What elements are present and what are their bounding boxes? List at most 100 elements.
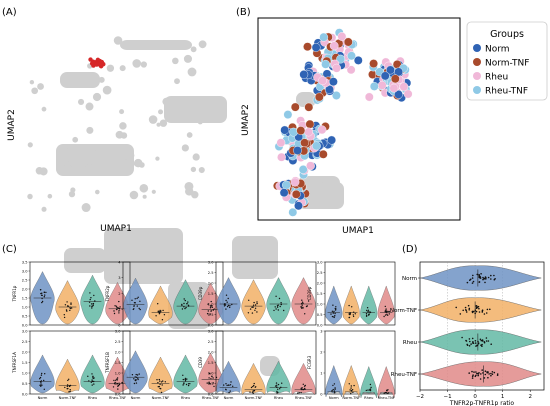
violin-point	[115, 308, 118, 311]
violin-point	[39, 378, 41, 380]
violin-point	[254, 386, 256, 388]
violin-point	[275, 308, 277, 310]
panel-d-point	[476, 273, 479, 276]
violin-point	[161, 319, 164, 321]
panel-d-point	[474, 309, 477, 312]
violin-ytick-label: 0.5	[22, 314, 28, 318]
violin-ytick-label: 0.5	[317, 313, 323, 317]
umap-a-point	[183, 54, 193, 63]
umap-a-highlight-point	[97, 61, 103, 66]
violin-point	[350, 389, 353, 392]
violin-point	[91, 307, 93, 309]
umap-b-point	[291, 189, 301, 199]
violin-point	[352, 391, 354, 393]
violin-ytick-label: 0.5	[22, 382, 28, 386]
umap-a-point	[155, 156, 160, 161]
violin-point	[157, 310, 159, 312]
violin-point	[253, 301, 255, 304]
panel-b-ylabel: UMAP2	[241, 104, 251, 136]
violin-xtick-label: Rheu	[364, 396, 373, 400]
panel-d-violin-Norm-TNF	[419, 297, 542, 323]
umap-a-point	[190, 46, 197, 53]
umap-b-point	[336, 54, 345, 64]
umap-a-point	[162, 97, 171, 106]
umap-b-point	[390, 74, 400, 84]
panel-d-point	[481, 369, 484, 371]
violin-point	[41, 300, 44, 303]
violin-ytick-label: 1.5	[208, 292, 214, 296]
violin-ytick-label: 3.0	[22, 269, 28, 273]
panel-d-point	[481, 343, 483, 346]
violin-point	[349, 312, 351, 314]
umap-a-point	[148, 115, 158, 124]
violin-point	[70, 302, 72, 304]
violin-Norm-TNF	[148, 356, 173, 394]
umap-b-point	[394, 90, 403, 99]
violin-Norm	[325, 285, 343, 325]
panel-d-point	[490, 278, 492, 280]
umap-a-point	[113, 36, 123, 45]
violin-point	[116, 377, 119, 379]
panel-d-point	[485, 340, 488, 342]
violin-point	[349, 389, 351, 391]
violin-point	[253, 382, 255, 385]
violin-point	[250, 386, 253, 389]
panel-d-point	[466, 281, 469, 284]
violin-point	[227, 384, 230, 386]
violin-point	[135, 379, 137, 382]
violin-point	[303, 385, 306, 387]
umap-b-point	[314, 92, 324, 102]
panel-d-point	[476, 306, 478, 309]
legend-label-1: Norm-TNF	[485, 59, 529, 69]
violin-point	[277, 388, 279, 390]
umap-a-point	[27, 193, 33, 200]
umap-b-point	[343, 37, 353, 47]
violin-point	[66, 385, 69, 388]
violin-point	[301, 304, 303, 306]
violin-point	[276, 390, 278, 393]
violin-point	[64, 386, 66, 389]
violin-point	[44, 373, 46, 375]
violin-point	[349, 313, 351, 316]
panel-d-point	[468, 338, 471, 340]
panel-d-point	[491, 373, 494, 376]
violin-point	[252, 306, 254, 308]
violin-point	[227, 297, 229, 300]
violin-point	[93, 380, 95, 383]
violin-point	[302, 302, 304, 304]
umap-b-point	[380, 71, 390, 81]
umap-b-point	[277, 152, 286, 162]
violin-point	[256, 311, 258, 313]
panel-d-point	[474, 312, 477, 315]
violin-ylabel: TNFR1p	[12, 285, 17, 302]
panel-d-point	[493, 371, 496, 374]
violin-point	[41, 292, 43, 294]
violin-point	[275, 382, 278, 384]
panel-d-point	[470, 343, 472, 345]
violin-point	[279, 388, 281, 390]
violin-point	[40, 385, 42, 387]
violin-Rheu	[173, 354, 198, 394]
violin-point	[276, 386, 278, 388]
legend-label-3: Rheu-TNF	[485, 87, 528, 97]
violin-point	[91, 305, 93, 308]
violin-ytick-label: 2.5	[22, 278, 28, 282]
violin-point	[68, 378, 70, 380]
violin-point	[276, 306, 279, 308]
violin-point	[353, 311, 355, 313]
violin-point	[113, 312, 116, 315]
violin-point	[384, 311, 387, 313]
violin-point	[184, 379, 187, 381]
violin-point	[231, 303, 233, 306]
umap-a-point	[195, 103, 203, 112]
violin-xtick-label: Rheu	[274, 396, 283, 400]
panel-label-d: (D)	[402, 244, 418, 255]
violin-point	[370, 386, 372, 389]
violin-ytick-label: 1.0	[115, 371, 121, 375]
violin-point	[183, 302, 185, 305]
panel-d-point	[478, 311, 481, 313]
umap-a-point	[47, 193, 53, 199]
violin-point	[183, 298, 185, 300]
violin-point	[227, 304, 230, 307]
violin-point	[210, 378, 212, 380]
